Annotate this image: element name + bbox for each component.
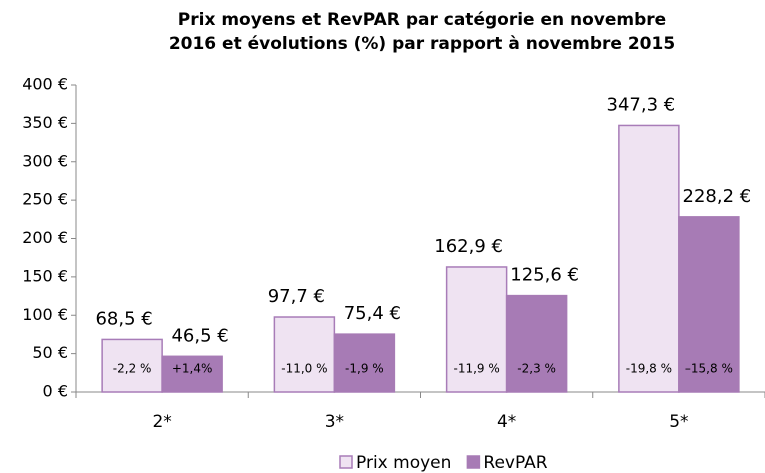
- change-label: -1,9 %: [345, 362, 384, 376]
- value-label: 228,2 €: [683, 186, 752, 207]
- bar: [333, 333, 396, 393]
- y-tick-label: 250 €: [22, 190, 68, 209]
- x-tick-label: 4*: [497, 412, 516, 432]
- bar: [678, 216, 740, 393]
- bar: [161, 355, 223, 393]
- chart-title: 2016 et évolutions (%) par rapport à nov…: [169, 34, 675, 54]
- y-tick-label: 200 €: [22, 228, 68, 247]
- bar: [618, 124, 680, 393]
- y-tick-label: 0 €: [43, 382, 68, 401]
- value-label: 347,3 €: [607, 94, 676, 115]
- value-label: 68,5 €: [95, 308, 152, 329]
- change-label: –15,8 %: [685, 362, 733, 376]
- legend-label: RevPAR: [483, 453, 547, 473]
- legend-label: Prix moyen: [356, 453, 451, 473]
- y-tick-label: 350 €: [22, 113, 68, 132]
- x-tick-label: 3*: [325, 412, 344, 432]
- y-tick-label: 150 €: [22, 266, 68, 285]
- change-label: -19,8 %: [626, 362, 672, 376]
- y-tick-label: 50 €: [32, 343, 68, 362]
- change-label: -2,3 %: [517, 362, 556, 376]
- legend-swatch: [339, 455, 353, 469]
- chart-title: Prix moyens et RevPAR par catégorie en n…: [178, 10, 666, 30]
- y-tick-label: 100 €: [22, 305, 68, 324]
- x-tick-label: 2*: [152, 412, 171, 432]
- value-label: 162,9 €: [434, 236, 503, 257]
- bar: [273, 316, 336, 393]
- change-label: -2,2 %: [113, 362, 152, 376]
- legend-swatch: [466, 455, 481, 469]
- change-label: -11,9 %: [453, 362, 499, 376]
- change-label: +1,4%: [172, 362, 213, 376]
- y-tick-label: 300 €: [22, 151, 68, 170]
- x-tick-label: 5*: [669, 412, 688, 432]
- value-label: 97,7 €: [268, 286, 325, 307]
- y-tick-label: 400 €: [22, 75, 68, 94]
- bar: [445, 266, 508, 393]
- value-label: 46,5 €: [171, 325, 228, 346]
- bar: [505, 294, 568, 393]
- value-label: 125,6 €: [510, 265, 579, 286]
- value-label: 75,4 €: [344, 303, 401, 324]
- bar: [101, 338, 163, 393]
- change-label: -11,0 %: [281, 362, 327, 376]
